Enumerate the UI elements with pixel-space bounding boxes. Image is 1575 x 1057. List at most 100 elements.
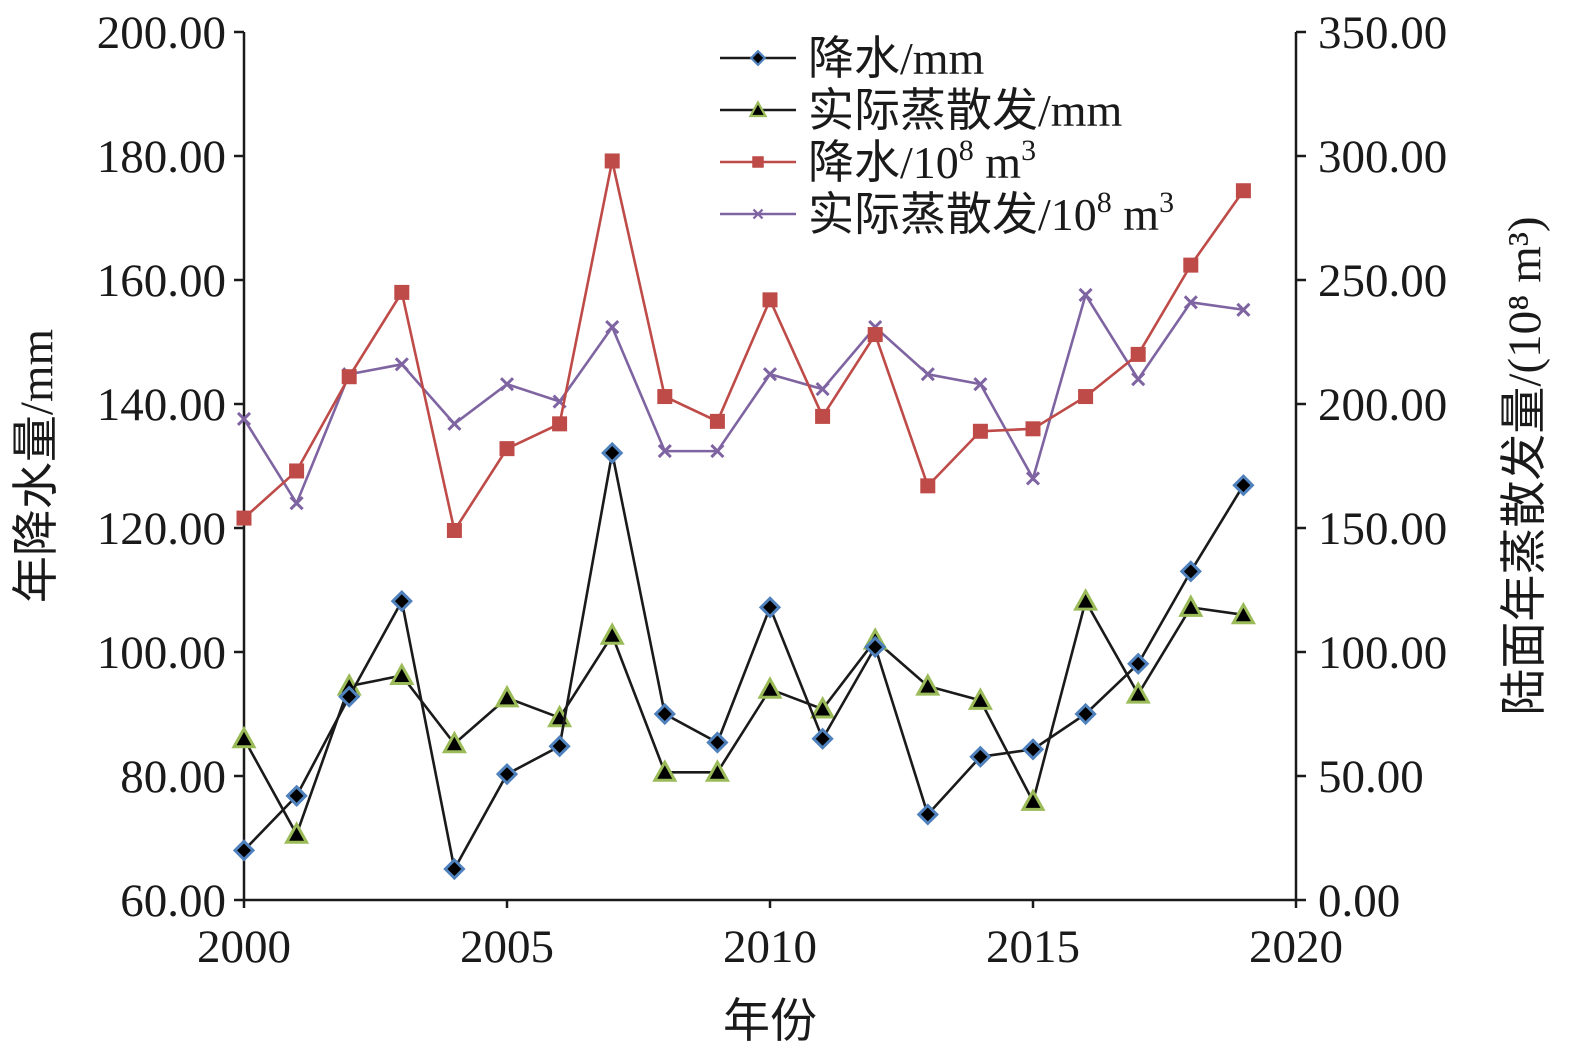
- series-4-point: [1236, 302, 1251, 317]
- legend-label: 实际蒸散发/mm: [808, 85, 1123, 136]
- series-3-point: [1183, 257, 1199, 273]
- y-right-tick-label: 100.00: [1318, 627, 1447, 679]
- series-4-point: [1183, 295, 1198, 310]
- y-left-tick-label: 120.00: [97, 503, 226, 555]
- series-1: [232, 441, 1255, 881]
- series-2-point: [704, 759, 730, 782]
- series-2-point: [1178, 594, 1204, 617]
- y-left-tick-label: 140.00: [97, 379, 226, 431]
- series-2-point: [231, 725, 257, 749]
- x-axis-title: 年份: [723, 996, 817, 1048]
- series-4-point: [236, 411, 252, 426]
- series-3-point: [815, 408, 831, 424]
- series-1-point: [390, 590, 413, 613]
- series-4-point: [657, 444, 672, 459]
- y-right-tick-label: 200.00: [1318, 379, 1447, 431]
- y-right-tick-label: 0.00: [1318, 875, 1400, 927]
- y-right-tick-label: 50.00: [1318, 751, 1424, 803]
- legend-label: 降水/mm: [808, 33, 985, 84]
- series-1-point: [758, 596, 782, 619]
- series-3-point: [1130, 346, 1146, 362]
- x-tick-label: 2010: [723, 921, 817, 973]
- y-right-tick-label: 150.00: [1318, 503, 1447, 555]
- series-2-point: [757, 676, 783, 699]
- series-3-point: [236, 510, 252, 526]
- y-right-tick-label: 350.00: [1318, 7, 1447, 59]
- series-4-point: [289, 496, 304, 511]
- series-4-point: [499, 377, 515, 392]
- series-1-point: [443, 857, 466, 881]
- series-4-point: [762, 367, 778, 382]
- series-3-point: [341, 369, 357, 385]
- series-2: [231, 588, 1256, 844]
- series-3-point: [604, 153, 620, 169]
- y-left-tick-label: 80.00: [120, 751, 226, 803]
- legend-item-4: 实际蒸散发/108 m3: [720, 186, 1174, 240]
- series-3-point: [657, 389, 673, 405]
- series-1-point: [338, 685, 361, 708]
- series-3-point: [499, 441, 515, 457]
- series-1-point: [653, 702, 676, 726]
- y-right-tick-label: 250.00: [1318, 255, 1447, 307]
- series-3-point: [289, 463, 305, 479]
- x-tick-label: 2005: [460, 921, 554, 973]
- series-4-point: [1025, 471, 1041, 486]
- series-1-point: [495, 763, 519, 786]
- series-3-point: [972, 423, 988, 439]
- series-1-point: [1127, 652, 1150, 675]
- series-1-point: [706, 731, 729, 754]
- x-tick-label: 2015: [986, 921, 1080, 973]
- series-1-point: [232, 839, 256, 862]
- series-4-point: [605, 320, 620, 335]
- series-2-point: [284, 821, 310, 844]
- legend-label: 实际蒸散发/108 m3: [808, 186, 1174, 240]
- series-4-line: [242, 291, 1244, 507]
- series-2-point: [915, 673, 941, 696]
- series-1-point: [1074, 702, 1097, 726]
- series-3-point: [1025, 421, 1041, 437]
- series-4-point: [1131, 372, 1146, 387]
- legend-item-1: 降水/mm: [720, 33, 985, 84]
- series-1-point: [285, 784, 308, 807]
- legend-item-2: 实际蒸散发/mm: [720, 85, 1123, 136]
- series-1-line: [243, 452, 1245, 873]
- series-2-point: [494, 684, 520, 708]
- series-2-line: [242, 597, 1244, 838]
- y-axis-title-right: 陆面年蒸散发量/(10⁸ m³): [1499, 216, 1551, 715]
- series-2-point: [810, 695, 836, 719]
- legend-swatch-marker: [752, 156, 764, 168]
- series-3-point: [709, 413, 725, 429]
- series-2-point: [599, 622, 625, 645]
- y-right-tick-label: 300.00: [1318, 131, 1447, 183]
- series-1-point: [1232, 474, 1255, 497]
- series-4-point: [815, 382, 830, 397]
- series-3-point: [446, 522, 462, 538]
- series-4-point: [710, 444, 725, 459]
- series-3-point: [394, 284, 410, 300]
- series-4-point: [973, 377, 988, 392]
- series-3: [236, 153, 1251, 538]
- series-1-point: [548, 735, 571, 758]
- x-tick-label: 2000: [197, 921, 291, 973]
- series-2-point: [1073, 588, 1099, 611]
- series-2-point: [1125, 681, 1151, 704]
- y-left-tick-label: 160.00: [97, 255, 226, 307]
- legend-label: 降水/108 m3: [808, 134, 1036, 188]
- x-tick-label: 2020: [1249, 921, 1343, 973]
- series-4: [236, 287, 1251, 511]
- y-left-tick-label: 200.00: [97, 7, 226, 59]
- series-1-point: [969, 745, 992, 768]
- legend-swatch-marker: [752, 208, 764, 220]
- series-2-point: [967, 687, 993, 710]
- y-axis-title-left: 年降水量/mm: [11, 329, 63, 603]
- ticks: 2000 2005 2010 2015 2020 60.00 80.00 100.00 120.…: [97, 7, 1448, 973]
- series-4-point: [447, 416, 462, 431]
- series-4-point: [1078, 287, 1093, 302]
- series-3-point: [762, 292, 778, 308]
- series-3-point: [920, 478, 936, 494]
- series-1-point: [864, 635, 887, 659]
- series-2-point: [1230, 601, 1256, 625]
